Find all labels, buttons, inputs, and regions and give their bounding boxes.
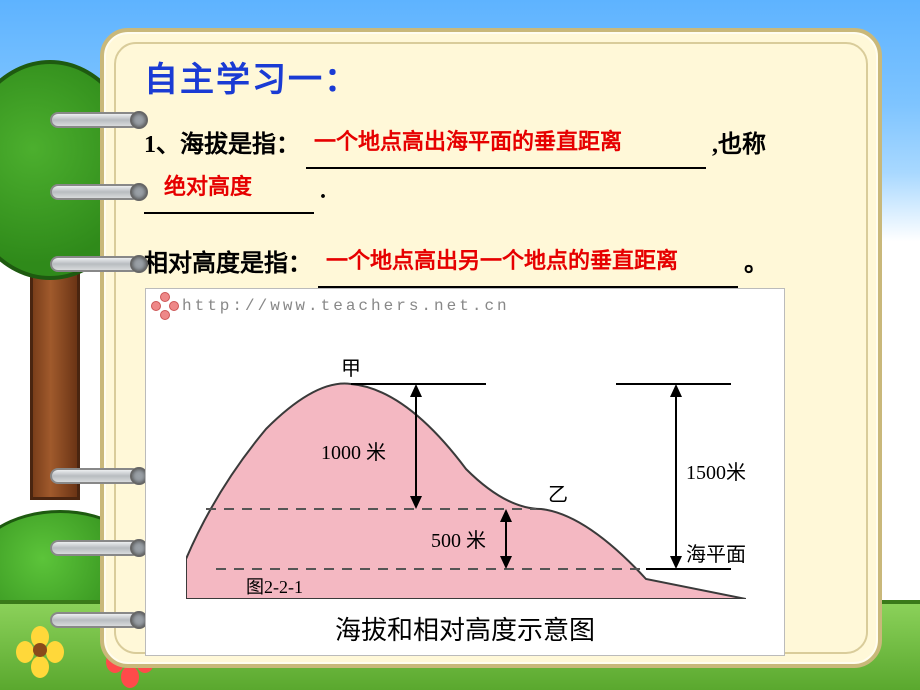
section-title: 自主学习一： [144, 52, 848, 101]
q2-blank: 一个地点高出另一个地点的垂直距离 [318, 254, 738, 288]
q1-mid: ,也称 [712, 132, 766, 158]
binder-ring-icon [50, 454, 140, 498]
q1-blank-1: 一个地点高出海平面的垂直距离 [306, 135, 706, 169]
binder-ring-icon [50, 242, 140, 286]
label-jia: 甲 [341, 358, 361, 380]
source-flower-icon [154, 295, 176, 317]
source-url: http://www.teachers.net.cn [182, 297, 510, 315]
binder-ring-icon [50, 526, 140, 570]
question-2: 相对高度是指： 一个地点高出另一个地点的垂直距离 。 [144, 242, 848, 288]
mountain-svg: 甲 乙 1000 米 500 米 1500米 海平面 [186, 329, 746, 599]
label-sealevel: 海平面 [686, 543, 746, 566]
label-1500: 1500米 [686, 461, 746, 484]
elevation-diagram: http://www.teachers.net.cn 甲 [145, 288, 785, 656]
figure-reference: 图2-2-1 [246, 573, 303, 599]
q1-answer-1: 一个地点高出海平面的垂直距离 [314, 121, 622, 163]
q1-blank-2: 绝对高度 [144, 181, 314, 215]
binder-ring-icon [50, 170, 140, 214]
label-500: 500 米 [431, 529, 486, 552]
q1-suffix: . [320, 178, 326, 204]
diagram-header: http://www.teachers.net.cn [154, 295, 510, 317]
binder-ring-icon [50, 598, 140, 642]
content-area: 自主学习一： 1、海拔是指： 一个地点高出海平面的垂直距离 ,也称 绝对高度 .… [144, 52, 848, 288]
arrow-1500m [670, 384, 682, 569]
question-1: 1、海拔是指： 一个地点高出海平面的垂直距离 ,也称 绝对高度 . [144, 123, 848, 214]
label-1000: 1000 米 [321, 441, 386, 464]
diagram-caption: 海拔和相对高度示意图 [146, 610, 784, 647]
q1-prefix: 1、海拔是指： [144, 132, 300, 158]
q2-prefix: 相对高度是指： [144, 251, 312, 277]
q2-answer: 一个地点高出另一个地点的垂直距离 [326, 240, 678, 282]
q2-suffix: 。 [744, 251, 768, 277]
binder-ring-icon [50, 98, 140, 142]
label-yi: 乙 [548, 484, 568, 506]
mountain-shape [186, 384, 746, 599]
q1-answer-2: 绝对高度 [164, 166, 252, 208]
